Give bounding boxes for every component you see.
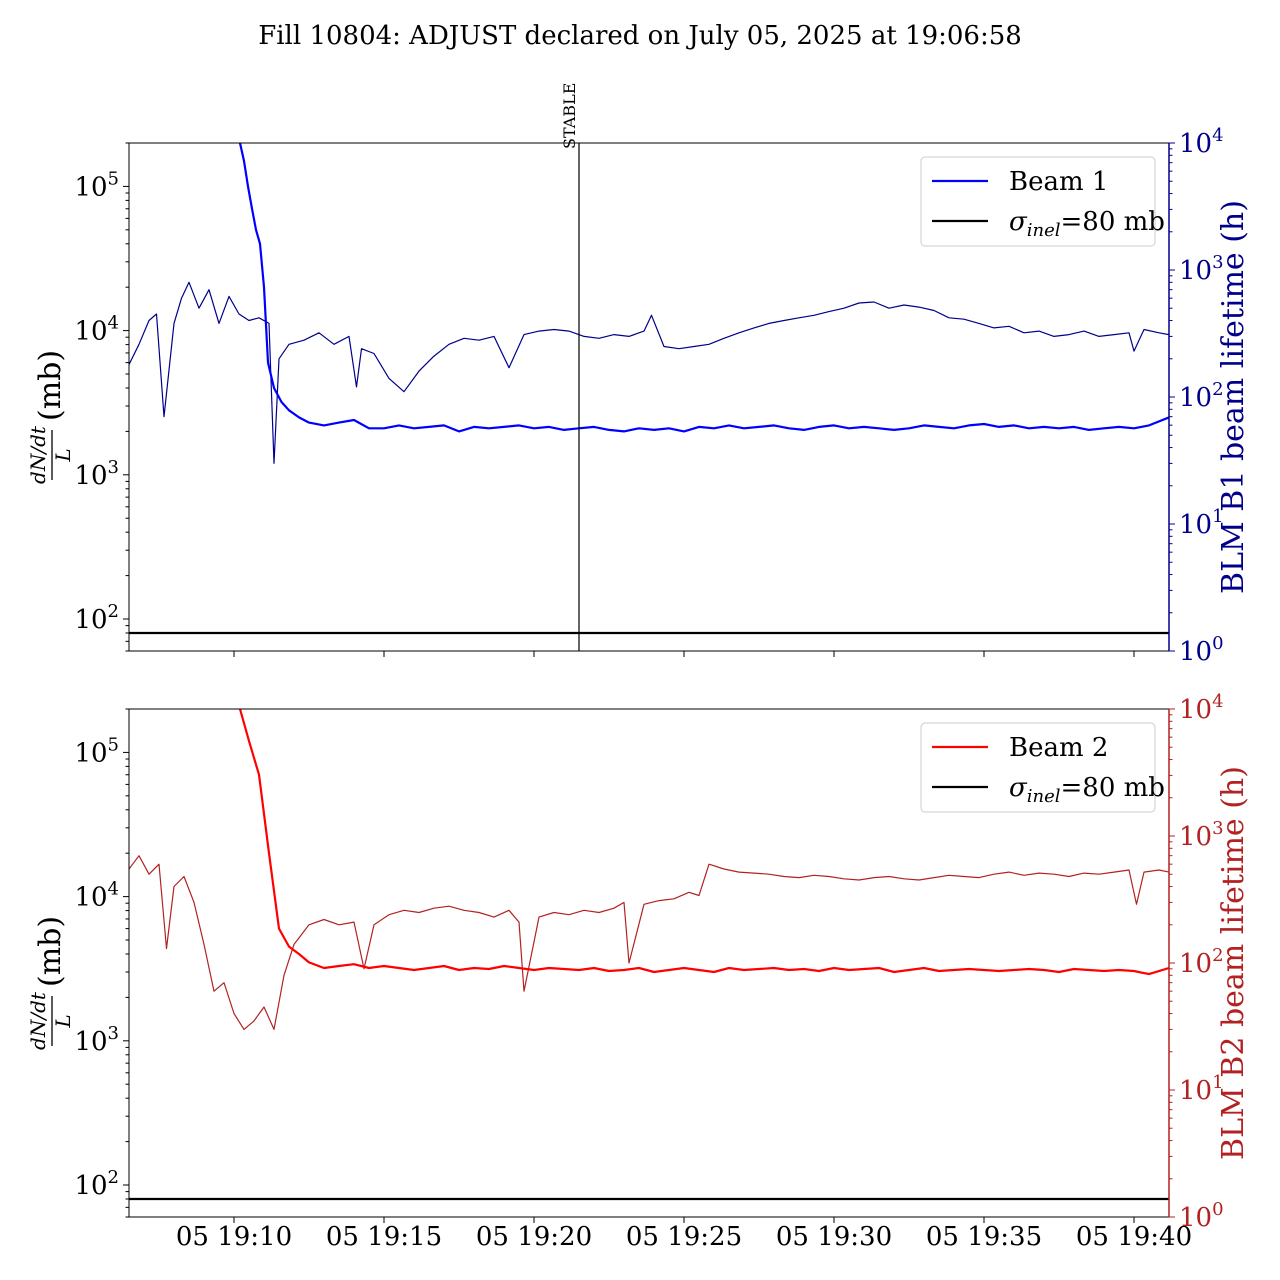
y-left-axis-label: dN/dt L (mb) — [26, 350, 75, 484]
y-right-tick-label: 104 — [1179, 691, 1224, 725]
series-line-beam — [238, 709, 1169, 976]
x-tick-label: 05 19:20 — [476, 1222, 592, 1252]
top-panel: STABLE 102 103 104 105 100 101 102 103 104 BLM B1 … — [26, 83, 1251, 667]
legend-sigma-value: =80 mb — [1061, 773, 1165, 803]
y-right-tick-label: 101 — [1179, 506, 1224, 540]
y-left-tick-label: 102 — [74, 1167, 119, 1201]
legend-label: Beam 2 — [1009, 733, 1108, 763]
y-left-label-numerator: dN/dt — [26, 991, 50, 1050]
series-line-lifetime — [129, 281, 1169, 464]
y-right-tick-label: 102 — [1179, 379, 1224, 413]
y-right-axis-label: BLM B2 beam lifetime (h) — [1216, 766, 1251, 1160]
x-tick-label: 05 19:10 — [176, 1222, 292, 1252]
legend-sigma-subscript: inel — [1027, 786, 1061, 807]
y-right-tick-label: 104 — [1179, 125, 1224, 159]
y-right-tick-label: 103 — [1179, 252, 1224, 286]
legend-sigma-symbol: σ — [1009, 207, 1028, 237]
y-left-label-numerator: dN/dt — [26, 425, 50, 484]
y-right-tick-label: 101 — [1179, 1072, 1224, 1106]
y-left-axis-label: dN/dt L (mb) — [26, 916, 75, 1050]
y-right-tick-label: 100 — [1179, 1199, 1224, 1233]
stable-marker-label: STABLE — [560, 83, 579, 149]
x-tick-label: 05 19:40 — [1076, 1222, 1192, 1252]
y-left-label-unit: (mb) — [33, 916, 68, 987]
legend-label: Beam 1 — [1009, 167, 1108, 197]
y-left-label-unit: (mb) — [33, 350, 68, 421]
y-left-tick-label: 103 — [74, 1023, 119, 1057]
y-left-label-denominator: L — [51, 1014, 75, 1028]
y-left-tick-label: 104 — [74, 313, 119, 347]
y-right-tick-label: 102 — [1179, 945, 1224, 979]
x-tick-label: 05 19:15 — [326, 1222, 442, 1252]
figure-title: Fill 10804: ADJUST declared on July 05, … — [258, 21, 1022, 51]
y-left-tick-label: 105 — [74, 734, 119, 768]
x-tick-label: 05 19:30 — [776, 1222, 892, 1252]
legend-sigma-subscript: inel — [1027, 220, 1061, 241]
legend-box — [920, 722, 1156, 813]
series-line-lifetime — [129, 855, 1169, 1031]
legend-label-sigma: σinel=80 mb — [1009, 773, 1165, 807]
legend-sigma-value: =80 mb — [1061, 207, 1165, 237]
bottom-panel: 05 19:10 05 19:15 05 19:20 05 19:25 05 19:30… — [26, 691, 1251, 1252]
y-left-label-denominator: L — [51, 448, 75, 462]
y-right-tick-label: 100 — [1179, 633, 1224, 667]
legend: Beam 1 σinel=80 mb — [920, 156, 1165, 247]
y-right-axis-label: BLM B1 beam lifetime (h) — [1216, 200, 1251, 594]
y-left-tick-label: 102 — [74, 601, 119, 635]
y-left-tick-label: 104 — [74, 879, 119, 913]
y-right-tick-label: 103 — [1179, 818, 1224, 852]
x-tick-label: 05 19:35 — [926, 1222, 1042, 1252]
legend-label-sigma: σinel=80 mb — [1009, 207, 1165, 241]
series-line-beam — [238, 143, 1169, 433]
legend: Beam 2 σinel=80 mb — [920, 722, 1165, 813]
y-left-tick-label: 103 — [74, 457, 119, 491]
x-tick-label: 05 19:25 — [626, 1222, 742, 1252]
legend-sigma-symbol: σ — [1009, 773, 1028, 803]
legend-box — [920, 156, 1156, 247]
y-left-tick-label: 105 — [74, 168, 119, 202]
